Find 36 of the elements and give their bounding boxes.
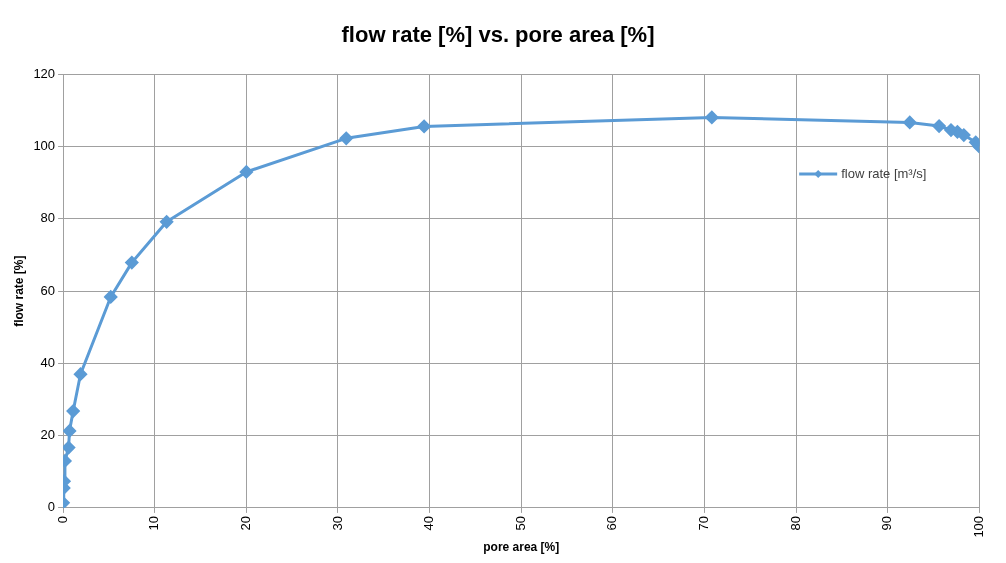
x-tick-label: 50 bbox=[512, 515, 528, 531]
x-tick-label: 30 bbox=[329, 515, 345, 531]
x-tick-label: 90 bbox=[879, 515, 895, 531]
point bbox=[125, 256, 139, 270]
x-tick-label: 10 bbox=[146, 515, 162, 531]
y-tick-label: 60 bbox=[40, 282, 56, 298]
point bbox=[66, 404, 80, 418]
x-tick-label: 0 bbox=[54, 515, 70, 524]
point bbox=[160, 215, 174, 229]
point bbox=[104, 290, 118, 304]
point bbox=[957, 128, 971, 142]
x-tick-label: 100 bbox=[970, 515, 986, 538]
point bbox=[339, 131, 353, 145]
x-tick-label: 70 bbox=[696, 515, 712, 531]
x-tick-label: 40 bbox=[421, 515, 437, 531]
y-tick-label: 120 bbox=[33, 65, 56, 81]
point bbox=[74, 367, 87, 381]
point bbox=[903, 115, 917, 129]
chart-title: flow rate [%] vs. pore area [%] bbox=[341, 22, 655, 48]
point bbox=[239, 165, 253, 179]
x-tick-label: 80 bbox=[787, 515, 803, 531]
x-axis-title: pore area [%] bbox=[483, 540, 560, 555]
y-tick-label: 0 bbox=[47, 499, 56, 515]
y-tick-label: 100 bbox=[33, 138, 56, 154]
point bbox=[63, 424, 76, 438]
y-tick-label: 80 bbox=[40, 210, 56, 226]
point bbox=[63, 441, 76, 455]
point bbox=[417, 119, 431, 133]
x-tick-label: 20 bbox=[237, 515, 253, 531]
x-tick-label: 60 bbox=[604, 515, 620, 531]
legend-label: flow rate [m³/s] bbox=[841, 165, 927, 181]
point bbox=[932, 119, 946, 133]
y-tick-label: 40 bbox=[40, 354, 56, 370]
y-axis-title: flow rate [%] bbox=[11, 255, 26, 327]
point bbox=[705, 110, 719, 124]
y-tick-label: 20 bbox=[40, 427, 56, 443]
